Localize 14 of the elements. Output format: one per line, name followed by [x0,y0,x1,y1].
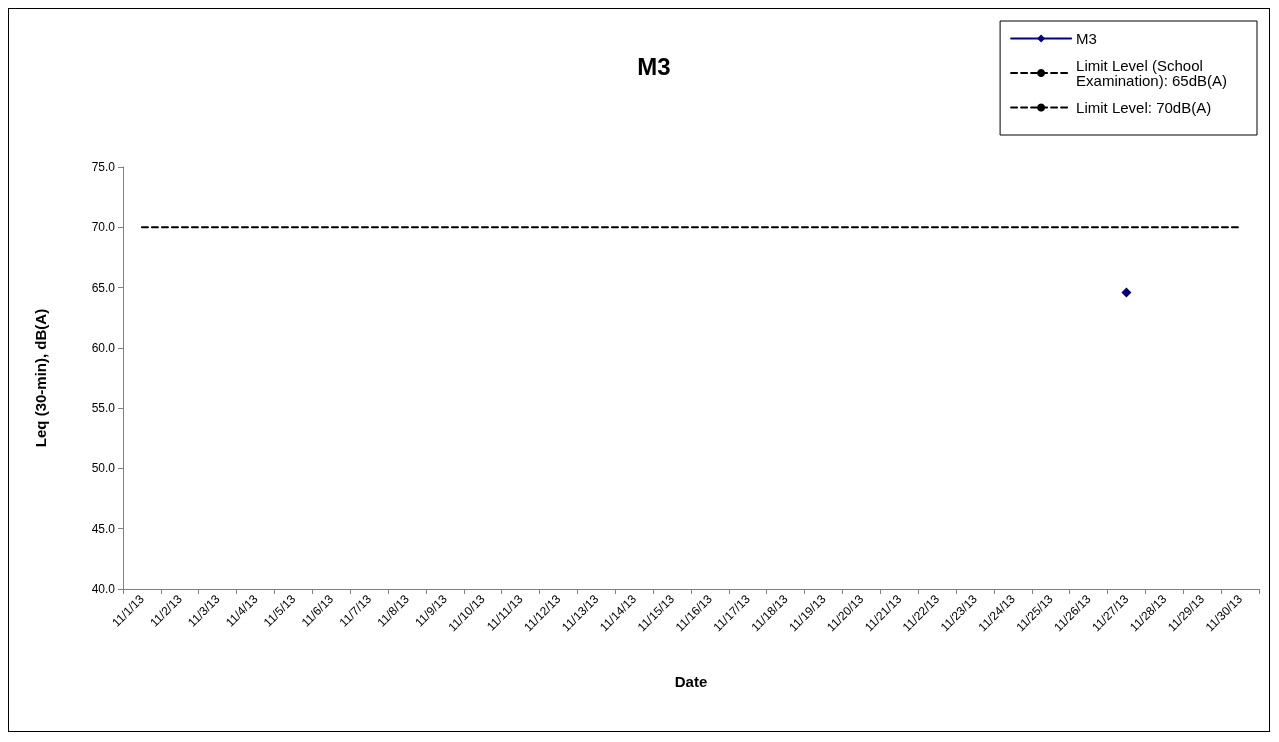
y-axis-title: Leq (30-min), dB(A) [32,308,49,448]
legend-label: Limit Level: 70dB(A) [1076,99,1212,116]
y-tick-label: 50.0 [91,461,116,476]
y-tick-label: 70.0 [91,220,116,235]
chart-title: M3 [637,52,671,80]
legend-label: M3 [1076,30,1097,47]
y-tick-label: 65.0 [91,280,116,295]
y-tick-label: 60.0 [91,340,116,355]
y-tick-label: 55.0 [91,401,116,416]
y-tick-label: 40.0 [91,582,116,596]
legend-label: Limit Level (School Examination): 65dB(A) [1076,57,1228,89]
y-tick-label: 45.0 [91,521,116,536]
x-axis-title: Date [674,673,708,690]
y-tick-label: 75.0 [91,160,116,174]
